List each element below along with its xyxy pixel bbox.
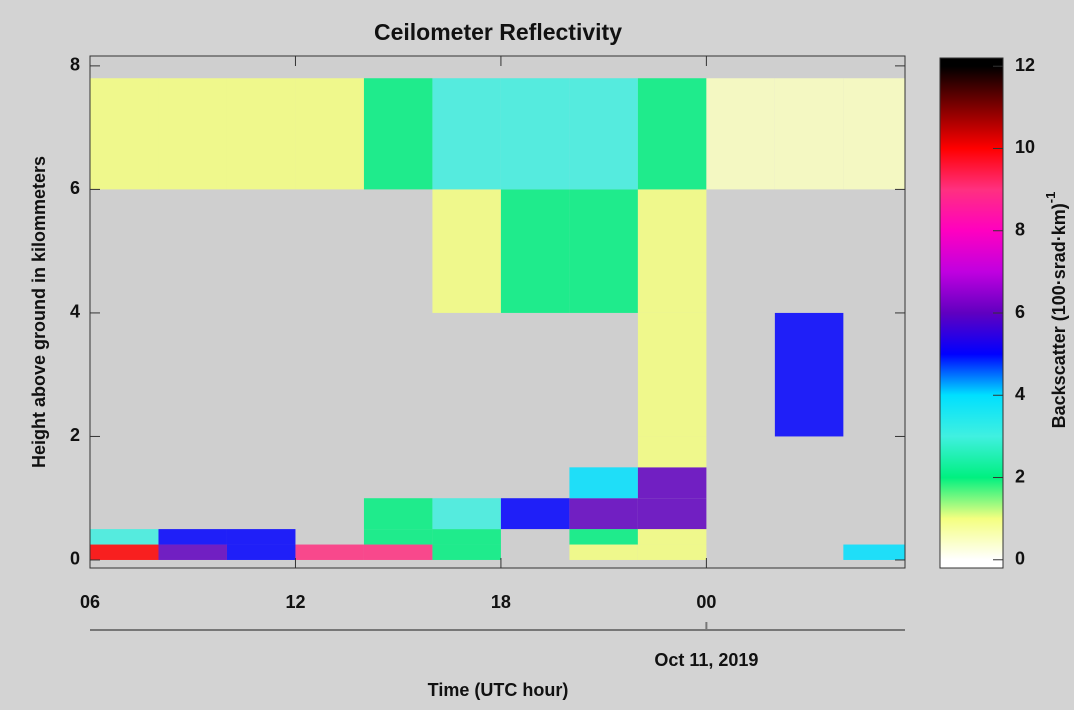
heatmap-cell [363, 498, 433, 530]
heatmap-cell [363, 529, 433, 545]
y-tick-label: 0 [70, 549, 80, 569]
x-tick-label: 12 [285, 592, 305, 612]
colorbar-tick-label: 6 [1015, 302, 1025, 322]
heatmap-cell [295, 78, 364, 190]
y-tick-label: 4 [70, 302, 80, 322]
heatmap-cell [226, 544, 296, 560]
heatmap-cell [226, 529, 296, 545]
heatmap-cell [500, 189, 570, 313]
heatmap-cell [637, 467, 707, 499]
heatmap-cell [363, 544, 433, 560]
heatmap-cell [637, 189, 707, 313]
heatmap-cell [774, 78, 844, 190]
heatmap-cell [569, 467, 638, 499]
heatmap-cell [569, 498, 638, 530]
heatmap-cell [637, 529, 707, 545]
heatmap-cell [774, 312, 844, 437]
heatmap-cell [637, 78, 707, 190]
x-axis-label: Time (UTC hour) [428, 680, 569, 700]
heatmap-cell [90, 529, 159, 545]
heatmap-cell [432, 189, 501, 313]
heatmap-cell [158, 78, 227, 190]
x-tick-label: 00 [696, 592, 716, 612]
heatmap-cell [706, 78, 775, 190]
heatmap-cell [569, 529, 638, 545]
heatmap-cell [569, 189, 638, 313]
heatmap-cell [363, 78, 433, 190]
colorbar-label-text: Backscatter (100·srad·km) [1049, 203, 1069, 428]
y-tick-label: 8 [70, 55, 80, 75]
colorbar-tick-label: 10 [1015, 137, 1035, 157]
heatmap-cell [158, 544, 227, 560]
x-tick-label: 18 [491, 592, 511, 612]
heatmap-cell [843, 78, 905, 190]
heatmap-cell [637, 312, 707, 437]
plot-frame [89, 55, 906, 569]
date-tick-label: Oct 11, 2019 [654, 650, 758, 670]
colorbar-tick-label: 4 [1015, 384, 1025, 404]
colorbar-tick-label: 2 [1015, 466, 1025, 486]
heatmap-cell [843, 544, 905, 560]
y-axis-label: Height above ground in kilommeters [29, 156, 49, 468]
heatmap-cell [226, 78, 296, 190]
heatmap-cell [90, 78, 159, 190]
heatmap-cell [500, 498, 570, 530]
heatmap-cell [637, 436, 707, 468]
heatmap-cell [637, 498, 707, 530]
colorbar-tick-label: 12 [1015, 55, 1035, 75]
heatmap-cell [569, 544, 638, 560]
heatmap-cell [158, 529, 227, 545]
heatmap-cell [500, 78, 570, 190]
x-tick-label: 06 [80, 592, 100, 612]
colorbar [939, 57, 1004, 569]
chart-title: Ceilometer Reflectivity [374, 19, 622, 45]
colorbar-label-superscript: -1 [1043, 192, 1058, 204]
heatmap-cell [637, 544, 707, 560]
y-tick-label: 6 [70, 178, 80, 198]
colorbar-tick-label: 0 [1015, 549, 1025, 569]
colorbar-label: Backscatter (100·srad·km)-1 [1043, 192, 1068, 429]
heatmap-cell [90, 544, 159, 560]
colorbar-tick-label: 8 [1015, 219, 1025, 239]
y-tick-label: 2 [70, 425, 80, 445]
heatmap-cell [432, 498, 501, 530]
heatmap-cell [432, 544, 501, 560]
heatmap-cell [569, 78, 638, 190]
heatmap-cell [432, 78, 501, 190]
heatmap-cell [432, 529, 501, 545]
heatmap-cell [295, 544, 364, 560]
